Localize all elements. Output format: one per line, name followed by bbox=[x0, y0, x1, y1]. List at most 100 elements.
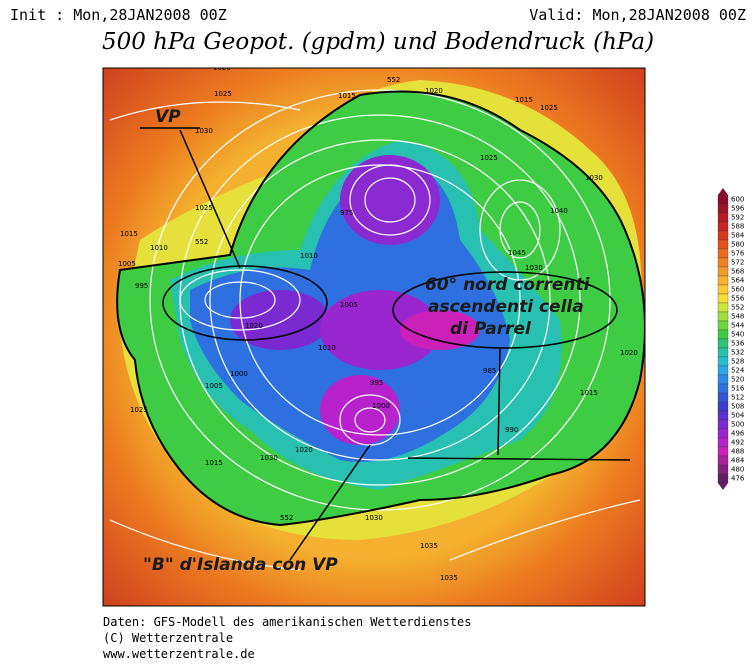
legend-label: 480 bbox=[731, 466, 744, 474]
footer: www.wetterzentrale.de bbox=[103, 647, 255, 661]
legend-label: 520 bbox=[731, 376, 744, 384]
isobars bbox=[109, 89, 641, 571]
legend-swatch bbox=[717, 230, 729, 241]
legend-label: 528 bbox=[731, 358, 744, 366]
isobar-label: 1025 bbox=[540, 104, 558, 112]
isobar-label: 1000 bbox=[230, 370, 248, 378]
legend-swatch bbox=[717, 194, 729, 205]
legend-swatch bbox=[717, 383, 729, 394]
legend-label: 536 bbox=[731, 340, 745, 348]
legend-swatch bbox=[717, 284, 729, 295]
isobar-label: 1030 bbox=[195, 127, 213, 135]
isobar-label: 1030 bbox=[365, 514, 383, 522]
isobar-label: 552 bbox=[280, 514, 293, 522]
legend-label: 500 bbox=[731, 421, 744, 429]
isobar-label: 985 bbox=[483, 367, 496, 375]
legend: 6005965925885845805765725685645605565525… bbox=[717, 188, 745, 490]
isobar-label: 1005 bbox=[205, 382, 223, 390]
legend-label: 560 bbox=[731, 286, 744, 294]
legend-label: 496 bbox=[731, 430, 745, 438]
legend-label: 572 bbox=[731, 259, 744, 267]
map-title: 500 hPa Geopot. (gpdm) und Bodendruck (h… bbox=[102, 29, 654, 55]
legend-swatch bbox=[717, 464, 729, 475]
isobar-label: 1010 bbox=[150, 244, 168, 252]
isobar-label: 1015 bbox=[120, 230, 138, 238]
isobar-label: 1020 bbox=[245, 322, 263, 330]
legend-label: 584 bbox=[731, 232, 745, 240]
legend-swatch bbox=[717, 257, 729, 268]
map-frame bbox=[102, 67, 646, 607]
legend-swatch bbox=[717, 392, 729, 403]
isobar-labels: 1020 1025 1030 1015 1025 1010 1005 995 1015 1020 1… bbox=[118, 64, 638, 582]
legend-label: 476 bbox=[731, 475, 745, 483]
legend-label: 504 bbox=[731, 412, 745, 420]
legend-cap bbox=[718, 188, 728, 195]
isobar-label: 1005 bbox=[118, 260, 136, 268]
isobar-label: 1010 bbox=[300, 252, 318, 260]
legend-swatch bbox=[717, 239, 729, 250]
legend-swatch bbox=[717, 293, 729, 304]
isobar-label: 1020 bbox=[425, 87, 443, 95]
footer: Daten: GFS-Modell des amerikanischen Wet… bbox=[103, 615, 471, 629]
isobar-label: 1015 bbox=[580, 389, 598, 397]
annotation-marks bbox=[140, 127, 631, 561]
isobar-label: 1010 bbox=[318, 344, 336, 352]
isobar-label: 1000 bbox=[372, 402, 390, 410]
isobar-label: 1020 bbox=[620, 349, 638, 357]
isobar-label: 1025 bbox=[130, 406, 148, 414]
552-line bbox=[116, 90, 645, 527]
isobar-label: 1015 bbox=[515, 96, 533, 104]
legend-label: 548 bbox=[731, 313, 744, 321]
purple-center bbox=[230, 290, 330, 350]
legend-swatch bbox=[717, 302, 729, 313]
legend-swatch bbox=[717, 275, 729, 286]
isobar-label: 1045 bbox=[508, 249, 526, 257]
isobar-label: 1025 bbox=[195, 204, 213, 212]
isobar-label: 1015 bbox=[205, 459, 223, 467]
legend-label: 544 bbox=[731, 322, 745, 330]
isobar-label: 990 bbox=[505, 426, 518, 434]
magenta-center bbox=[400, 310, 480, 350]
annotation-islanda: "B" d'Islanda con VP bbox=[143, 555, 338, 575]
legend-swatch bbox=[717, 374, 729, 385]
isobar-label: 552 bbox=[387, 76, 400, 84]
isobar-label: 1025 bbox=[214, 90, 232, 98]
legend-swatch bbox=[717, 221, 729, 232]
legend-label: 492 bbox=[731, 439, 744, 447]
legend-swatch bbox=[717, 320, 729, 331]
annotation-parrel: 60° nord correnti bbox=[425, 275, 591, 295]
legend-label: 540 bbox=[731, 331, 744, 339]
legend-swatch bbox=[717, 410, 729, 421]
annotation-parrel: di Parrel bbox=[450, 319, 532, 339]
isobar-label: 1020 bbox=[213, 64, 231, 72]
purple-center bbox=[320, 375, 400, 445]
legend-swatch bbox=[717, 356, 729, 367]
isobar-label: 995 bbox=[370, 379, 383, 387]
legend-label: 588 bbox=[731, 223, 744, 231]
legend-label: 552 bbox=[731, 304, 744, 312]
isobar-label: 975 bbox=[340, 209, 353, 217]
legend-swatch bbox=[717, 266, 729, 277]
legend-label: 512 bbox=[731, 394, 744, 402]
legend-swatch bbox=[717, 203, 729, 214]
isobar-label: 1015 bbox=[338, 92, 356, 100]
isobar-label: 552 bbox=[195, 238, 208, 246]
legend-swatch bbox=[717, 347, 729, 358]
init-time: Init : Mon,28JAN2008 00Z bbox=[10, 6, 227, 24]
legend-swatch bbox=[717, 455, 729, 466]
legend-label: 508 bbox=[731, 403, 744, 411]
legend-swatch bbox=[717, 473, 729, 484]
isobar-label: 1025 bbox=[480, 154, 498, 162]
isobar-label: 1005 bbox=[340, 301, 358, 309]
legend-swatch bbox=[717, 311, 729, 322]
purple-center bbox=[320, 290, 440, 370]
valid-time: Valid: Mon,28JAN2008 00Z bbox=[529, 6, 746, 24]
isobar-label: 1030 bbox=[260, 454, 278, 462]
legend-swatch bbox=[717, 437, 729, 448]
isobar-label: 1035 bbox=[420, 542, 438, 550]
isobar-label: 995 bbox=[135, 282, 148, 290]
legend-swatch bbox=[717, 419, 729, 430]
legend-swatch bbox=[717, 338, 729, 349]
legend-swatch bbox=[717, 212, 729, 223]
